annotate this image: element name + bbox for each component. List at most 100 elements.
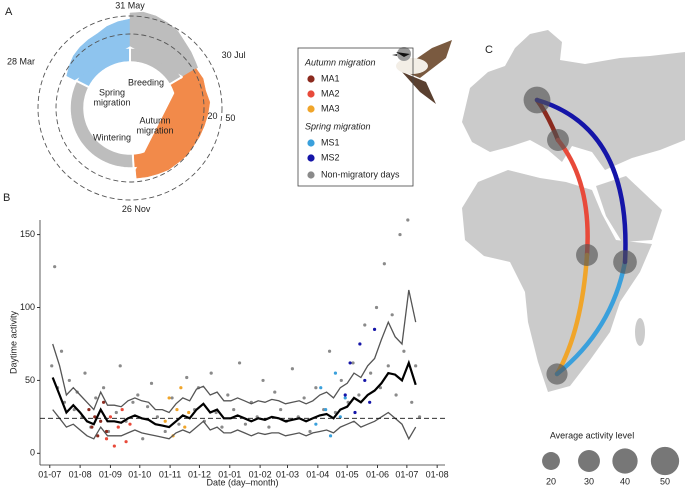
point [163,419,167,423]
activity-area [66,18,131,81]
point [414,364,418,368]
point [226,393,230,397]
europe [462,30,685,170]
point [146,405,150,409]
point [351,361,355,365]
legend-marker [307,75,315,83]
panel-label: B [3,192,10,204]
y-tick-label: 150 [20,229,35,239]
x-tick-label: 01-08 [426,469,449,479]
point [149,381,154,385]
point [267,425,271,429]
period-label: Autumn migration [136,116,173,136]
period-label: Spring migration [93,88,130,108]
x-tick-label: 01-01 [218,469,241,479]
point [363,323,367,327]
panel-label: C [485,44,493,56]
point [131,400,135,404]
site-circle [546,363,568,385]
point [386,364,390,368]
point [417,415,422,419]
point [118,364,122,368]
point [187,410,191,415]
legend-marker [307,171,315,179]
route [554,252,590,377]
y-tick-label: 0 [30,448,35,458]
point [398,232,402,237]
x-tick-label: 01-11 [159,469,181,479]
point [357,393,361,397]
x-tick-label: 01-04 [306,469,329,479]
legend-label: MS1 [321,137,340,147]
date-label: 28 Mar [7,56,35,66]
point [358,342,362,346]
x-tick-label: 01-02 [249,469,272,479]
point [261,378,265,383]
point [116,425,120,429]
size-legend-circle [650,446,680,476]
point [327,349,332,353]
legend-marker [307,139,315,147]
point [390,313,394,317]
point [333,371,338,375]
point [363,378,367,383]
date-label: 26 Nov [122,204,151,214]
size-legend-title: Average activity level [550,430,634,440]
arabia [596,176,662,242]
point [378,386,383,390]
point [406,218,410,222]
point [343,396,347,400]
point [87,407,91,412]
date-label: 30 Jul [222,50,246,60]
madagascar [635,318,645,346]
point [53,265,57,269]
point [101,400,106,404]
point [50,364,54,368]
point [94,396,98,400]
point [382,262,386,266]
point [167,396,171,400]
route [534,97,628,265]
point [175,407,179,412]
point [410,400,414,404]
route [554,259,628,377]
point [163,429,167,434]
summary-line [51,359,417,429]
map-land [462,30,685,392]
point [120,407,124,412]
point [243,422,248,426]
size-legend-label: 40 [620,476,630,486]
size-legend-circle [612,448,638,474]
x-tick-label: 01-12 [188,469,211,479]
point [104,429,109,434]
legend-label: MS2 [321,152,340,162]
point [290,367,294,371]
x-tick-label: 01-06 [366,469,389,479]
x-tick-label: 01-05 [336,469,359,479]
radial-grid-circle [37,15,223,201]
point [112,444,116,448]
x-axis-title: Date (day–month) [206,477,278,487]
point [237,361,242,365]
legend-label: MA2 [321,88,340,98]
y-tick-label: 50 [25,375,35,385]
size-legend-label: 20 [546,476,556,486]
point [302,396,306,400]
legend-title: Spring migration [305,121,371,131]
africa [462,170,652,392]
legend-label: MA3 [321,103,340,113]
point [353,410,357,415]
point [374,305,379,310]
r-tick-label: 20 [208,111,218,121]
point [104,437,109,441]
point [369,371,373,375]
point [314,386,318,390]
date-tick [168,75,183,86]
site-circle [523,86,551,114]
size-legend-label: 30 [584,476,594,486]
date-label: 31 May [115,0,145,10]
point [141,437,145,441]
point [128,422,132,426]
point [328,434,333,438]
